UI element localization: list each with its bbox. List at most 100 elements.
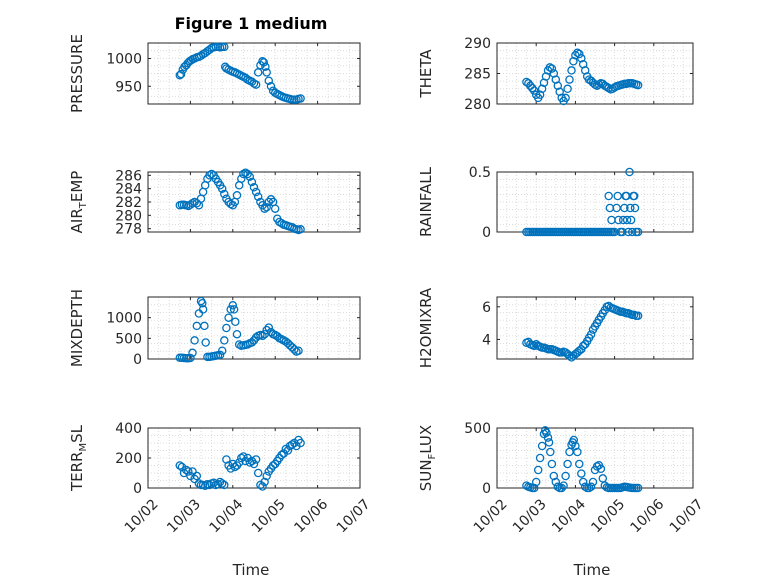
data-point <box>262 68 271 77</box>
data-point <box>563 459 572 469</box>
y-tick-label: 950 <box>115 79 142 95</box>
data-point <box>241 73 250 83</box>
data-point <box>262 203 271 212</box>
data-point <box>266 327 276 337</box>
data-point <box>264 323 274 332</box>
data-point <box>624 227 633 237</box>
data-point <box>232 329 242 339</box>
series-markers <box>175 435 305 491</box>
axes-box <box>147 42 361 105</box>
data-point <box>528 83 537 93</box>
data-point <box>575 459 584 469</box>
y-tick-label: 280 <box>464 97 491 113</box>
data-point <box>622 215 632 225</box>
subplot-h2omixra: 4 6 H2OMIXRA <box>417 287 694 368</box>
data-point <box>220 336 229 345</box>
data-point <box>546 447 555 457</box>
data-point <box>287 440 297 449</box>
data-point <box>234 340 244 349</box>
data-point <box>296 225 305 234</box>
y-tick-label: 0 <box>133 481 142 497</box>
data-point <box>239 452 248 461</box>
data-point <box>192 471 202 481</box>
data-point <box>575 49 584 59</box>
data-point <box>578 477 588 487</box>
data-point <box>247 177 257 187</box>
y-tick-label: 4 <box>482 332 491 348</box>
data-point <box>604 83 613 93</box>
data-point <box>222 323 231 333</box>
data-point <box>270 204 280 213</box>
data-point <box>261 62 270 72</box>
data-point <box>192 199 202 208</box>
data-point <box>229 305 239 314</box>
data-point <box>565 351 574 360</box>
data-point <box>220 480 229 490</box>
data-point <box>569 435 579 445</box>
data-point <box>264 197 274 207</box>
data-point <box>567 66 576 75</box>
y-axis-label: MIXDEPTH <box>68 289 86 367</box>
subplot-rainfall: 0 0.5 RAINFALL <box>417 165 694 241</box>
data-point <box>529 341 539 351</box>
data-point <box>217 346 227 355</box>
data-point <box>175 461 185 470</box>
data-point <box>283 446 293 455</box>
x-axis-label: Time <box>573 561 611 579</box>
data-point <box>249 183 259 192</box>
data-point <box>247 77 257 87</box>
data-point <box>533 465 543 475</box>
data-point <box>224 313 233 322</box>
data-point <box>633 80 643 90</box>
y-tick-label: 1000 <box>106 311 142 327</box>
data-point <box>258 482 267 491</box>
data-point <box>626 215 636 225</box>
data-point <box>196 51 206 61</box>
data-point <box>535 453 545 463</box>
series-markers <box>175 296 303 363</box>
data-point <box>198 298 207 308</box>
series-markers <box>175 42 305 104</box>
series-markers <box>522 301 643 362</box>
data-point <box>573 447 582 457</box>
data-point <box>573 48 582 58</box>
data-point <box>547 64 557 73</box>
data-point <box>633 483 643 493</box>
data-point <box>553 482 563 492</box>
data-point <box>633 227 643 237</box>
data-point <box>200 321 209 331</box>
data-point <box>613 191 622 201</box>
data-point <box>184 201 193 211</box>
data-point <box>296 94 305 103</box>
data-point <box>220 189 229 199</box>
axes-box <box>496 296 694 360</box>
y-axis-label: AIRTEMP <box>68 171 89 234</box>
data-point <box>215 350 225 360</box>
data-point <box>251 80 261 89</box>
y-tick-label: 290 <box>464 36 491 52</box>
data-point <box>237 174 246 183</box>
data-point <box>251 187 261 197</box>
data-point <box>577 469 586 478</box>
data-point <box>262 471 271 481</box>
data-point <box>531 477 541 487</box>
data-point <box>176 69 186 79</box>
y-tick-label: 200 <box>115 451 142 467</box>
y-tick-label: 1000 <box>106 52 142 68</box>
y-tick-label: 278 <box>115 222 142 238</box>
data-point <box>268 461 278 470</box>
y-tick-label: 286 <box>115 168 142 184</box>
data-point <box>186 353 195 363</box>
data-point <box>207 169 216 179</box>
x-axis-label: Time <box>232 561 270 579</box>
y-axis-label: PRESSURE <box>68 34 86 113</box>
y-axis-label: RAINFALL <box>417 166 435 237</box>
data-point <box>260 204 269 213</box>
y-axis-label: SUNFLUX <box>417 425 438 491</box>
y-tick-label: 280 <box>115 208 142 224</box>
data-point <box>543 433 553 442</box>
data-point <box>262 325 271 335</box>
data-point <box>264 76 274 85</box>
